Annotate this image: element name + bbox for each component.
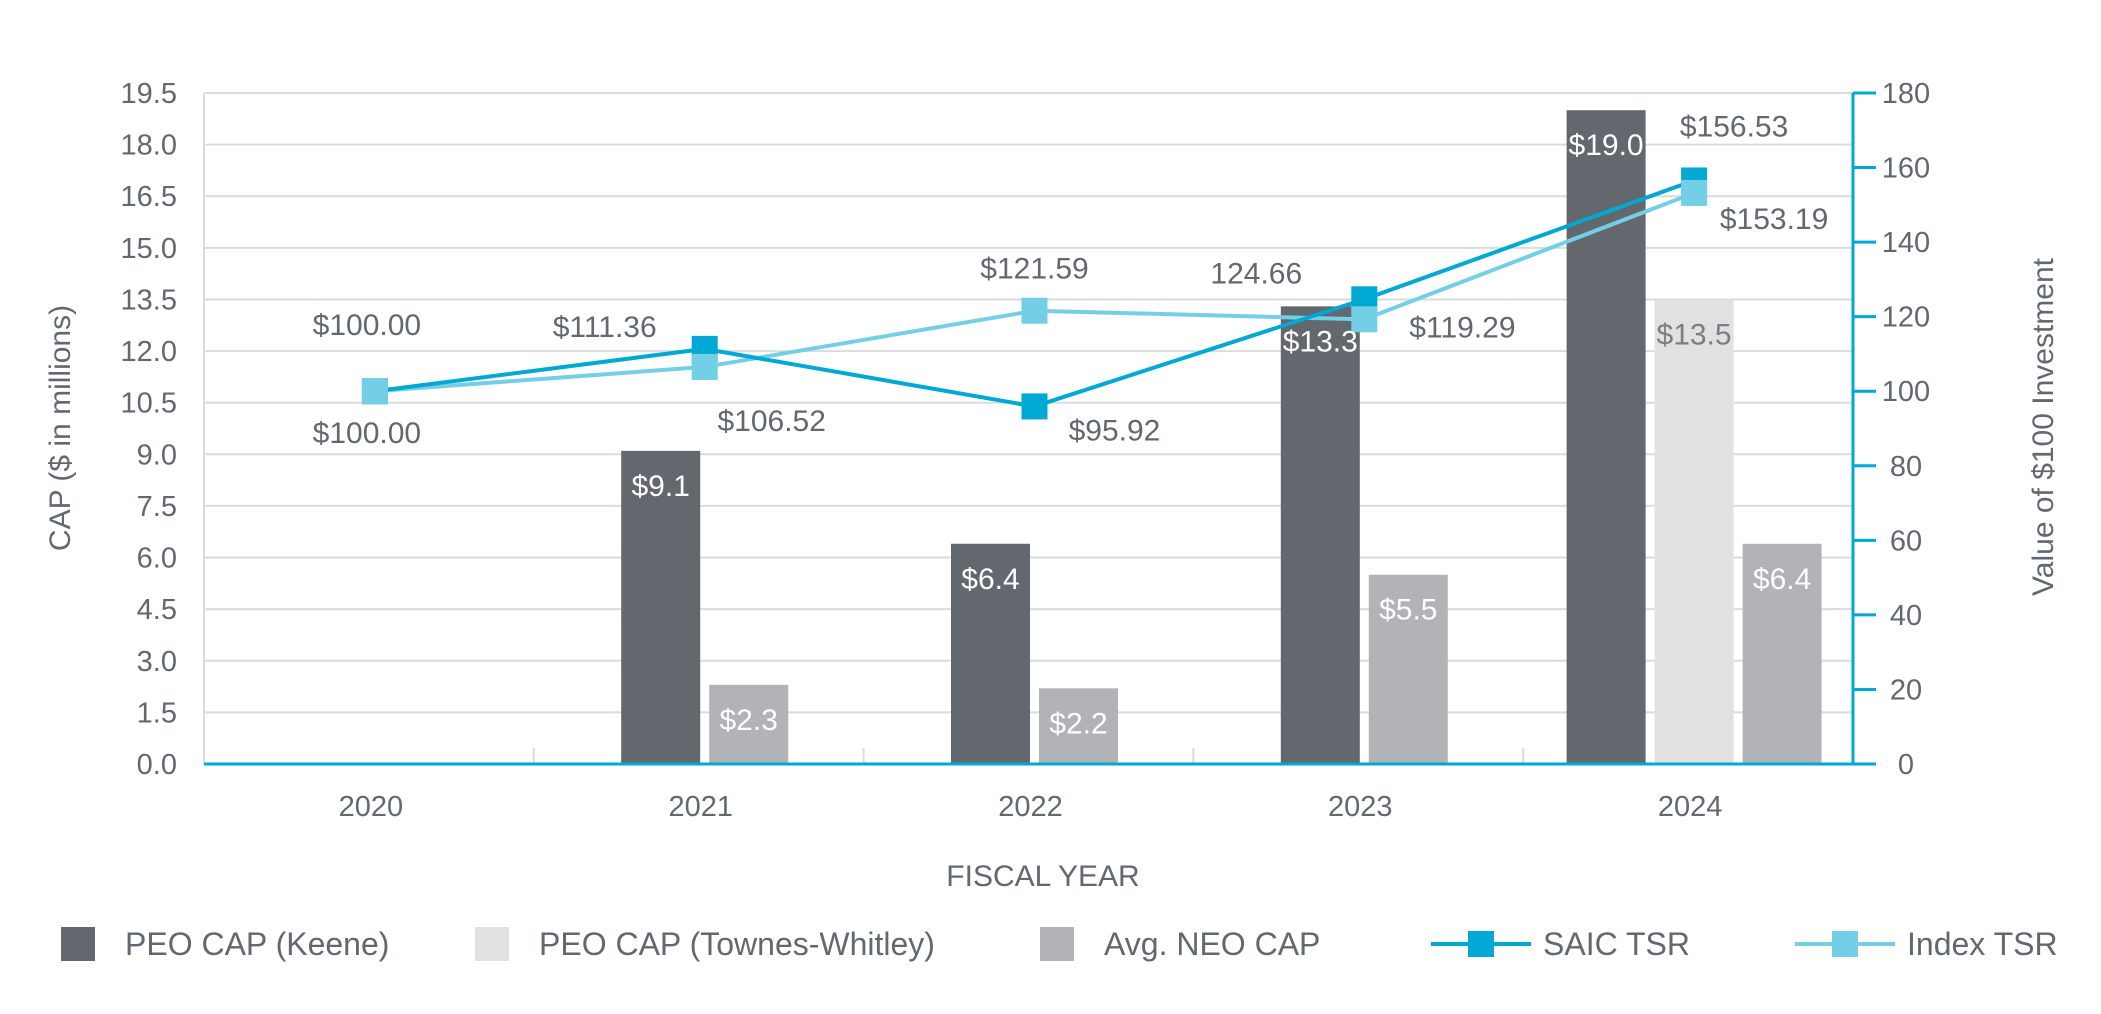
y-tick-label-left: 6.0 [137, 543, 177, 575]
legend-line-marker-icon-index [1795, 927, 1895, 961]
line-data-label: $106.52 [717, 405, 825, 438]
y-tick-label-right: 160 [1882, 153, 1930, 185]
y-tick-label-left: 4.5 [137, 594, 177, 626]
x-tick-label: 2024 [1658, 791, 1723, 823]
bar-data-label: $9.1 [632, 470, 690, 503]
y-axis-title-left: CAP ($ in millions) [44, 305, 77, 551]
x-tick-label: 2023 [1328, 791, 1393, 823]
line-marker [1351, 306, 1378, 333]
y-tick-label-right: 140 [1882, 227, 1930, 259]
bar [621, 450, 701, 764]
legend: PEO CAP (Keene) PEO CAP (Townes-Whitley)… [0, 924, 2101, 964]
legend-item-avg-neo[interactable]: Avg. NEO CAP [1040, 924, 1320, 964]
bars [621, 110, 1822, 764]
bar-data-label: $5.5 [1379, 594, 1437, 627]
bar-data-label: $13.5 [1657, 318, 1732, 351]
y-tick-label-right: 80 [1890, 451, 1922, 483]
legend-label: PEO CAP (Townes-Whitley) [539, 925, 935, 962]
y-tick-label-right: 0 [1898, 749, 1914, 781]
legend-label: Avg. NEO CAP [1104, 925, 1321, 962]
gridlines [203, 92, 1853, 764]
y-tick-label-right: 120 [1882, 302, 1930, 334]
legend-swatch-peo-keene [61, 927, 95, 961]
legend-label: PEO CAP (Keene) [125, 925, 390, 962]
x-axis-title: FISCAL YEAR [946, 860, 1139, 893]
bar-data-label: $2.3 [720, 704, 778, 737]
bar [951, 543, 1030, 764]
y-tick-label-left: 7.5 [137, 491, 177, 523]
line-data-label: $119.29 [1409, 311, 1515, 344]
y-tick-label-left: 0.0 [137, 749, 177, 781]
legend-item-saic-tsr[interactable]: SAIC TSR [1431, 924, 1690, 964]
line-data-label: $156.53 [1680, 110, 1788, 143]
y-tick-label-left: 10.5 [121, 388, 177, 420]
legend-label: SAIC TSR [1543, 925, 1690, 962]
y-tick-label-left: 13.5 [121, 284, 177, 316]
legend-item-index-tsr[interactable]: Index TSR [1795, 924, 2058, 964]
line-data-label: $100.00 [313, 309, 421, 342]
legend-swatch-avg-neo [1040, 927, 1074, 961]
line-data-label: $95.92 [1069, 414, 1161, 447]
y-tick-label-left: 1.5 [137, 697, 177, 729]
bar-data-label: $19.0 [1569, 129, 1644, 162]
y-tick-label-left: 12.0 [121, 336, 177, 368]
y-tick-label-right: 40 [1890, 600, 1922, 632]
legend-label: Index TSR [1907, 925, 2058, 962]
bar-data-label: $6.4 [1753, 563, 1811, 596]
legend-line-marker-icon-saic [1431, 927, 1531, 961]
y-tick-label-left: 9.0 [137, 439, 177, 471]
legend-item-peo-townes-whitley[interactable]: PEO CAP (Townes-Whitley) [475, 924, 935, 964]
line-marker [691, 353, 718, 380]
y-tick-label-left: 15.0 [121, 233, 177, 265]
bar-data-label: $2.2 [1049, 707, 1107, 740]
legend-item-peo-keene[interactable]: PEO CAP (Keene) [61, 924, 389, 964]
bar [1368, 574, 1448, 764]
y-tick-label-right: 100 [1882, 376, 1930, 408]
y-axis-title-right: Value of $100 Investment [2027, 257, 2060, 596]
y-tick-label-right: 20 [1890, 674, 1922, 706]
line-data-label: $100.00 [313, 417, 421, 450]
bar [709, 684, 789, 764]
bar [1742, 543, 1822, 764]
y-tick-label-left: 18.0 [121, 130, 177, 162]
bar [1566, 110, 1646, 764]
line-marker [1681, 179, 1708, 206]
line-series-index-tsr [374, 191, 1695, 394]
line-data-label: $121.59 [980, 253, 1088, 286]
line-data-label: $153.19 [1720, 203, 1828, 236]
bar [1654, 299, 1734, 764]
line-series-saic-tsr [374, 178, 1695, 409]
y-tick-label-left: 3.0 [137, 646, 177, 678]
x-tick-label: 2021 [668, 791, 733, 823]
x-tick-label: 2022 [998, 791, 1063, 823]
bar [1039, 688, 1118, 764]
y-tick-label-right: 180 [1882, 78, 1930, 110]
bar [1280, 306, 1360, 764]
data-labels: $9.1 $2.3 $6.4 $2.2 $13.3 $5.5 $19.0 $13.5 $6.4 $… [313, 110, 1829, 740]
line-data-label: 124.66 [1210, 257, 1302, 290]
y-tick-label-right: 60 [1890, 525, 1922, 557]
y-tick-label-left: 16.5 [121, 181, 177, 213]
y-tick-label-left: 19.5 [121, 78, 177, 110]
axes: 0.0 1.5 3.0 4.5 6.0 7.5 9.0 10.5 12.0 13.5 15.0 16.… [121, 78, 1931, 823]
lines [361, 167, 1708, 420]
line-marker [1021, 393, 1048, 420]
bar-data-label: $13.3 [1283, 325, 1358, 358]
x-tick-label: 2020 [339, 791, 404, 823]
line-marker [361, 378, 388, 405]
bar-data-label: $6.4 [961, 563, 1019, 596]
legend-swatch-peo-townes-whitley [475, 927, 509, 961]
line-data-label: $111.36 [553, 311, 657, 344]
line-marker [1021, 297, 1048, 324]
